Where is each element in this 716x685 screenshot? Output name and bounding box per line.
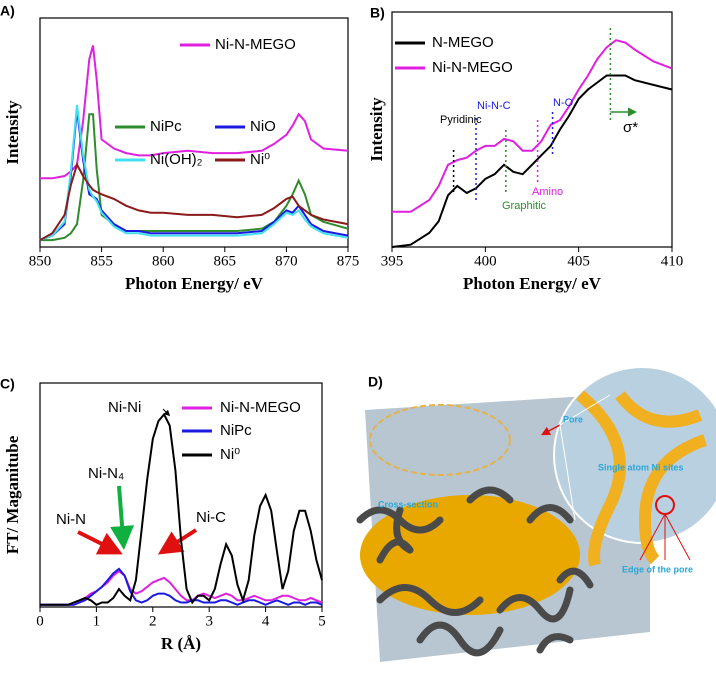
x-axis-label: Photon Energy/ eV [125,274,264,293]
x-tick-label: 875 [337,253,360,269]
legend-label: Ni-N-MEGO [215,36,296,53]
magnified-pore [553,366,716,544]
legend-label: NiO [250,118,276,135]
legend-label: Ni(OH)₂ [150,151,203,168]
x-tick-label: 405 [567,253,590,269]
ill-text: Pore [563,414,583,424]
annotation: Ni-N-C [477,100,511,112]
pointers [639,513,691,561]
x-tick-label: 870 [275,253,298,269]
zoom-line [559,424,576,521]
annotation: Ni-N [56,511,86,528]
pore-edges [576,390,708,567]
mesh [369,404,511,476]
x-tick-label: 860 [152,253,175,269]
line [40,412,323,606]
illustration: D) Pore Cross-section Single atom Ni sit… [356,366,716,662]
x-tick-label: 4 [262,613,270,629]
x-tick-label: 1 [93,613,101,629]
x-tick-label: 3 [205,613,213,629]
legend-label: N-MEGO [432,34,494,51]
x-tick-label: 410 [661,253,684,269]
x-tick-label: 400 [474,253,497,269]
x-tick-label: 850 [29,253,52,269]
zoom-line [559,394,611,426]
x-tick-label: 0 [36,613,44,629]
plot-frame [39,17,349,248]
panel-label: B) [370,5,385,21]
annotation: Ni-C [196,509,226,526]
strands [356,486,594,657]
legend-label: Ni-N-MEGO [220,399,301,416]
y-axis-label: Intensity [367,97,386,162]
x-tick-label: 395 [381,253,404,269]
legend-label: NiPc [220,422,252,439]
plot-frame [391,11,673,248]
line [391,74,673,248]
x-tick-label: 2 [149,613,157,629]
line [40,113,349,242]
annotation: Pyridinic [440,114,482,126]
arrow [157,528,198,555]
plot-frame [39,382,323,608]
legend-label: Ni-N-MEGO [432,59,513,76]
arrow [162,408,171,417]
line [392,39,673,213]
x-tick-label: 5 [318,613,326,629]
arrow [77,530,123,555]
line [40,569,323,606]
y-axis-label: Intensity [3,100,22,165]
arrow [110,485,135,550]
panel-label: A) [0,3,15,19]
annotation: Graphitic [502,200,547,212]
ill-text: Single atom Ni sites [598,462,684,472]
line [39,104,349,242]
annotation: Amino [532,186,563,198]
x-tick-label: 865 [214,253,237,269]
ill-text: Edge of the pore [622,564,693,574]
y-axis-label: FT/ Maganitube [3,435,22,554]
ill-text: Cross-section [378,499,438,509]
legend-label: Ni⁰ [250,151,270,168]
panel-label: C) [0,376,15,392]
legend-label: NiPc [150,118,182,135]
x-axis-label: Photon Energy/ eV [463,274,602,293]
line [39,161,349,241]
annotation: σ* [623,119,638,136]
annotation: N-O [553,97,574,109]
x-tick-label: 855 [90,253,113,269]
annotation: Ni-N₄ [88,465,124,482]
x-axis-label: R (Å) [161,634,201,653]
core [360,495,580,615]
annotation: Ni-Ni [108,399,141,416]
panel-label: D) [368,374,383,390]
line [40,45,349,180]
legend-label: Ni⁰ [220,446,240,463]
pore-pointer [541,424,561,436]
